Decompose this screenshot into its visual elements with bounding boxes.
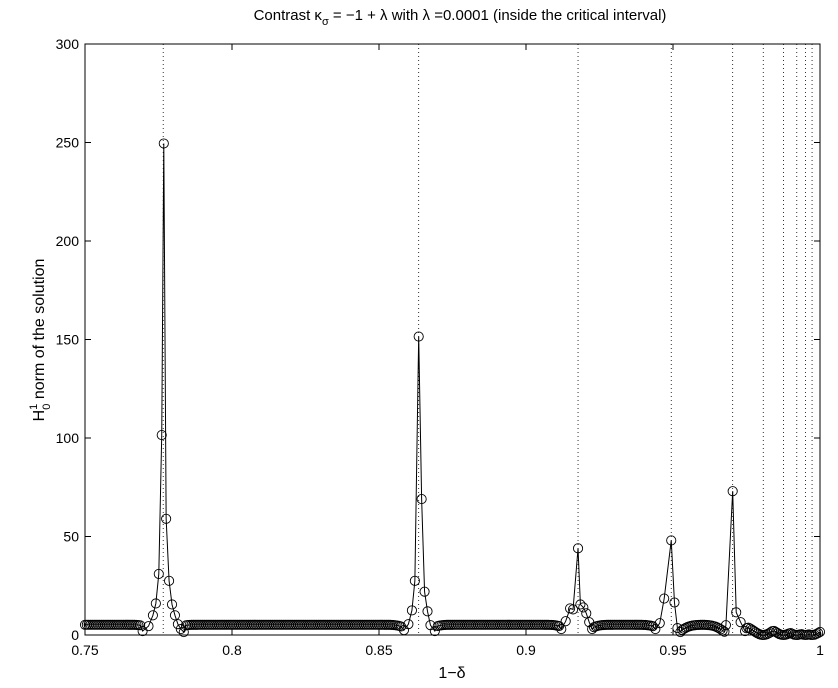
data-point xyxy=(169,610,181,621)
data-point xyxy=(416,494,427,505)
data-point xyxy=(143,621,154,632)
data-point xyxy=(560,616,571,627)
data-point xyxy=(150,598,161,609)
y-tick-label: 0 xyxy=(71,627,79,643)
data-point xyxy=(575,599,586,610)
axes-frame xyxy=(84,43,821,636)
data-point xyxy=(581,608,592,619)
data-point xyxy=(813,627,824,639)
y-tick-label: 250 xyxy=(56,135,80,151)
x-axis-label: 1−δ xyxy=(438,665,465,682)
data-point xyxy=(164,575,175,586)
data-point xyxy=(556,624,567,635)
x-tick-label: 1 xyxy=(816,642,824,658)
data-point xyxy=(654,618,665,629)
data-point xyxy=(166,599,178,610)
x-tick-label: 0.9 xyxy=(516,642,536,658)
plot-area xyxy=(85,44,820,635)
y-axis-label: H10 norm of the solution xyxy=(28,259,53,422)
y-tick-labels: 0 50 100 150 200 250 300 xyxy=(56,36,80,643)
vertical-guide-lines xyxy=(162,44,813,635)
data-point xyxy=(572,543,584,554)
data-point xyxy=(554,621,565,632)
data-point xyxy=(720,620,731,631)
data-point xyxy=(419,586,430,597)
y-tick-label: 50 xyxy=(63,529,79,545)
data-point xyxy=(403,619,414,630)
chart-title: Contrast κσ = −1 + λ with λ =0.0001 (ins… xyxy=(254,7,667,28)
data-point xyxy=(647,621,658,632)
data-point xyxy=(413,331,424,342)
y-tick-label: 300 xyxy=(56,36,80,52)
data-point xyxy=(422,606,433,617)
y-tick-label: 200 xyxy=(56,233,80,249)
y-tick-label: 150 xyxy=(56,332,80,348)
x-tick-label: 0.8 xyxy=(222,642,242,658)
y-tick-label: 100 xyxy=(56,430,80,446)
x-tick-labels: 0.75 0.8 0.85 0.9 0.95 1 xyxy=(71,642,824,658)
data-point xyxy=(158,138,169,149)
data-point xyxy=(137,626,148,637)
data-point xyxy=(731,607,742,618)
data-point xyxy=(669,597,680,608)
x-tick-label: 0.85 xyxy=(365,642,392,658)
data-point xyxy=(135,620,146,631)
data-point xyxy=(735,617,746,628)
data-point xyxy=(727,486,738,497)
data-point xyxy=(567,604,579,615)
x-tick-label: 0.95 xyxy=(659,642,686,658)
data-point xyxy=(409,575,420,586)
data-point xyxy=(395,621,407,632)
x-tick-label: 0.75 xyxy=(71,642,98,658)
data-point xyxy=(578,602,589,613)
data-point xyxy=(666,535,677,546)
data-point xyxy=(161,513,172,524)
data-point xyxy=(659,593,670,604)
data-point xyxy=(156,429,167,441)
series-markers xyxy=(79,138,826,641)
data-point xyxy=(406,605,417,616)
data-point xyxy=(147,610,158,621)
data-point xyxy=(153,568,164,579)
data-point xyxy=(172,619,183,630)
data-point xyxy=(719,626,730,637)
